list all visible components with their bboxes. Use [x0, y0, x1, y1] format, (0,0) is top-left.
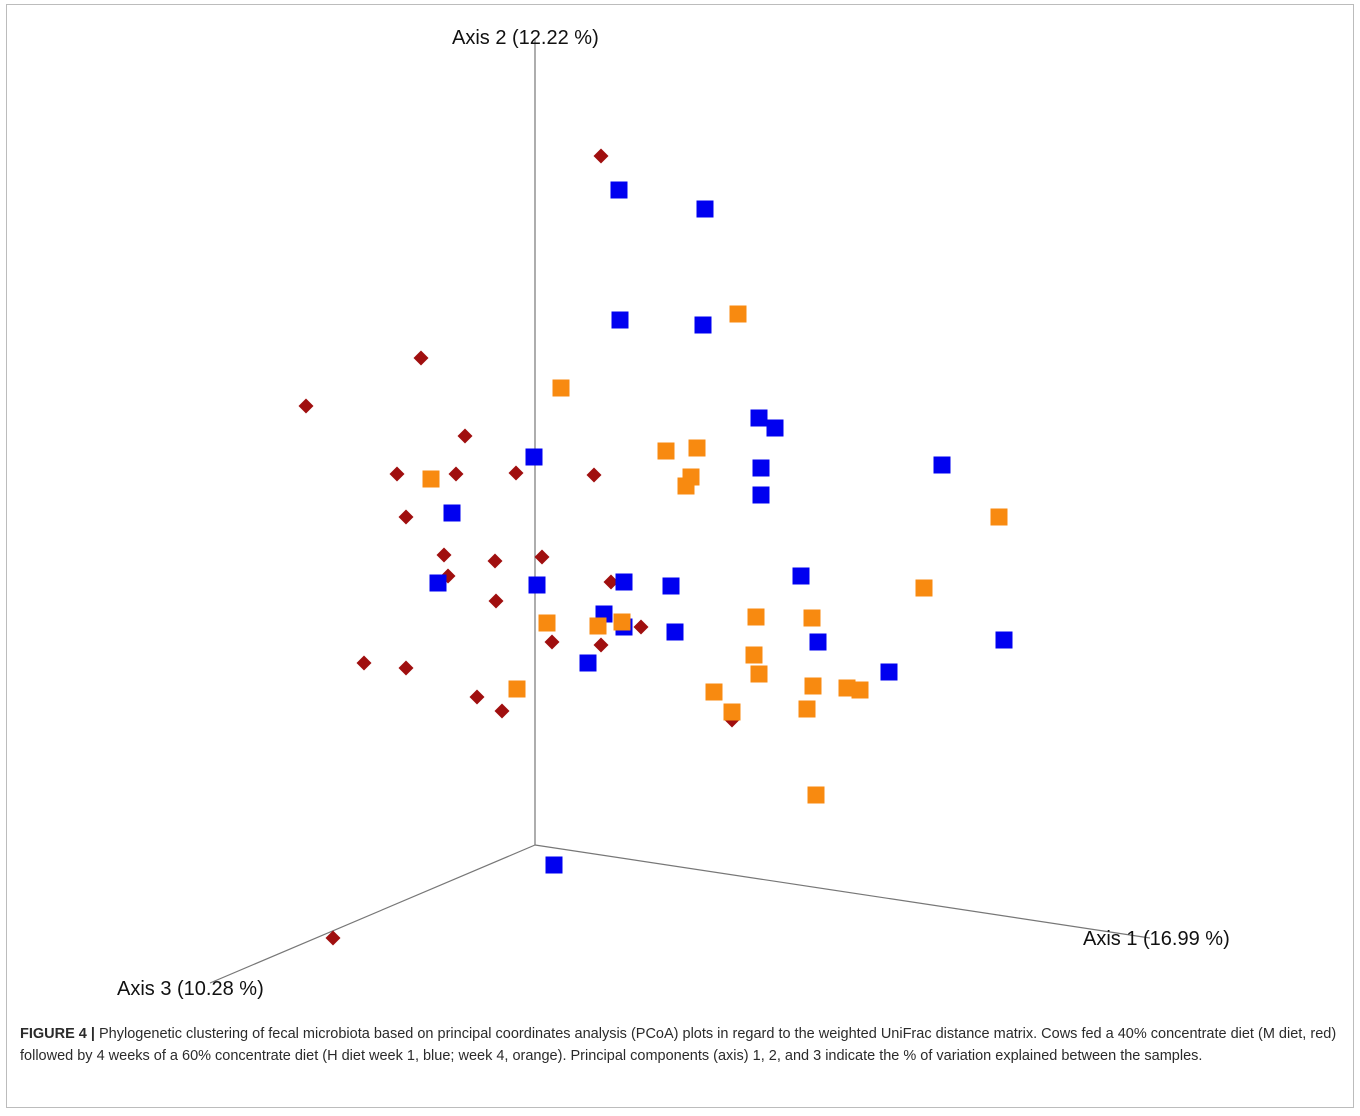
red-diamond-point — [436, 547, 452, 563]
axis-1-line — [534, 844, 1151, 939]
orange-square-point — [657, 442, 675, 460]
figure-caption: FIGURE 4 | Phylogenetic clustering of fe… — [20, 1023, 1340, 1067]
blue-square-point — [610, 181, 628, 199]
axis-labels: Axis 2 (12.22 %) Axis 1 (16.99 %) Axis 3… — [117, 27, 1230, 1000]
blue-square-point — [694, 316, 712, 334]
blue-square-point — [696, 200, 714, 218]
axes-layer — [209, 38, 1151, 984]
orange-square-point — [613, 613, 631, 631]
orange-square-point — [729, 305, 747, 323]
axis-3-label: Axis 3 (10.28 %) — [117, 978, 264, 1000]
orange-square-point — [688, 439, 706, 457]
red-diamond-point — [469, 689, 485, 705]
orange-square-point — [990, 508, 1008, 526]
orange-square-point — [803, 609, 821, 627]
orange-square-point — [745, 646, 763, 664]
red-diamond-point — [487, 553, 503, 569]
orange-square-point — [804, 677, 822, 695]
red-diamond-point — [593, 148, 609, 164]
red-diamond-point — [356, 655, 372, 671]
blue-square-point — [766, 419, 784, 437]
red-diamond-point — [586, 467, 602, 483]
blue-square-point — [752, 486, 770, 504]
orange-square-point — [422, 470, 440, 488]
blue-square-point — [525, 448, 543, 466]
orange-square-point — [552, 379, 570, 397]
blue-square-point — [443, 504, 461, 522]
blue-square-point — [880, 663, 898, 681]
blue-square-point — [611, 311, 629, 329]
figure-caption-text: Phylogenetic clustering of fecal microbi… — [20, 1026, 1337, 1064]
orange-square-point — [807, 786, 825, 804]
red-diamond-point — [298, 398, 314, 414]
orange-square-point — [677, 477, 695, 495]
axis-2-label: Axis 2 (12.22 %) — [452, 27, 599, 49]
red-diamond-point — [494, 703, 510, 719]
red-diamond-point — [398, 509, 414, 525]
blue-square-point — [579, 654, 597, 672]
orange-square-point — [750, 665, 768, 683]
blue-square-point — [792, 567, 810, 585]
red-diamond-point — [457, 428, 473, 444]
blue-square-point — [933, 456, 951, 474]
red-diamond-point — [448, 466, 464, 482]
blue-square-point — [752, 459, 770, 477]
axis-3-line — [209, 844, 536, 984]
figure-frame — [6, 4, 1354, 1108]
pcoa-3d-scatter-plot: Axis 2 (12.22 %) Axis 1 (16.99 %) Axis 3… — [117, 27, 1230, 1000]
red-diamond-point — [633, 619, 649, 635]
figure-label: FIGURE 4 | — [20, 1026, 95, 1042]
blue-square-point — [750, 409, 768, 427]
blue-square-point — [666, 623, 684, 641]
orange-square-point — [538, 614, 556, 632]
red-diamond-point — [603, 574, 619, 590]
red-diamond-point — [593, 637, 609, 653]
points-layer — [298, 148, 1013, 946]
red-diamond-point — [389, 466, 405, 482]
orange-square-point — [723, 703, 741, 721]
blue-square-point — [528, 576, 546, 594]
red-diamond-point — [413, 350, 429, 366]
red-diamond-point — [488, 593, 504, 609]
red-diamond-point — [398, 660, 414, 676]
blue-square-point — [545, 856, 563, 874]
red-diamond-point — [534, 549, 550, 565]
blue-square-point — [662, 577, 680, 595]
orange-square-point — [508, 680, 526, 698]
blue-square-point — [429, 574, 447, 592]
red-diamond-point — [508, 465, 524, 481]
orange-square-point — [705, 683, 723, 701]
red-diamond-point — [325, 930, 341, 946]
orange-square-point — [851, 681, 869, 699]
orange-square-point — [747, 608, 765, 626]
blue-square-point — [809, 633, 827, 651]
orange-square-point — [589, 617, 607, 635]
orange-square-point — [915, 579, 933, 597]
red-diamond-point — [544, 634, 560, 650]
blue-square-point — [615, 573, 633, 591]
orange-square-point — [838, 679, 856, 697]
axis-1-label: Axis 1 (16.99 %) — [1083, 928, 1230, 950]
orange-square-point — [798, 700, 816, 718]
blue-square-point — [995, 631, 1013, 649]
